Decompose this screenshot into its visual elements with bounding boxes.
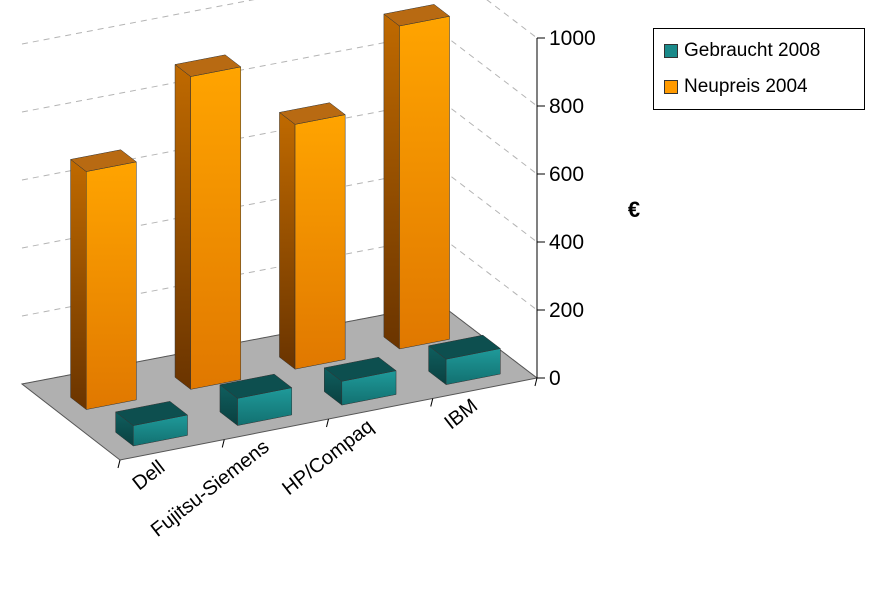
- bar-gebraucht-2008: [219, 373, 293, 427]
- bar-gebraucht-2008: [115, 401, 189, 447]
- gridline: [21, 99, 538, 181]
- bar-layer: [69, 4, 501, 447]
- y-tick-label: 1000: [549, 27, 596, 50]
- legend-item-series-2: Neupreis 2004: [664, 75, 808, 99]
- bar-neupreis-2004: [69, 149, 137, 411]
- x-tick-label: IBM: [440, 395, 482, 434]
- y-tick-label: 800: [549, 95, 584, 118]
- gridline: [21, 31, 538, 113]
- legend-item-series-1: Gebraucht 2008: [664, 39, 820, 63]
- y-tick-label: 0: [549, 367, 561, 390]
- y-tick-label: 200: [549, 299, 584, 322]
- gridline: [21, 0, 538, 45]
- x-tick-mark: [430, 398, 434, 407]
- bar-gebraucht-2008: [428, 334, 501, 386]
- x-tick-mark: [221, 439, 225, 448]
- bar-neupreis-2004: [383, 4, 451, 350]
- gridline: [21, 235, 538, 317]
- x-tick-label: Fujitsu-Siemens: [147, 436, 274, 542]
- y-tick-label: 600: [549, 163, 584, 186]
- x-tick-label: Dell: [129, 456, 170, 495]
- x-tick-mark: [117, 459, 121, 469]
- x-tick-mark: [534, 377, 538, 387]
- legend-label-series-1: Gebraucht 2008: [684, 40, 821, 61]
- chart-legend: Gebraucht 2008 Neupreis 2004: [653, 28, 865, 110]
- bar-gebraucht-2008: [323, 356, 397, 406]
- y-tick-label: 400: [549, 231, 584, 254]
- bar-neupreis-2004: [174, 54, 242, 390]
- gridline: [21, 167, 538, 249]
- y-axis-label: €: [628, 197, 640, 222]
- legend-swatch-series-1: [664, 44, 678, 58]
- bar-neupreis-2004: [278, 102, 346, 370]
- value-axis: 0 200 400 600 800 1000: [536, 27, 596, 390]
- legend-swatch-series-2: [664, 80, 678, 94]
- legend-label-series-2: Neupreis 2004: [684, 76, 808, 97]
- x-tick-label: HP/Compaq: [278, 415, 377, 499]
- x-tick-mark: [326, 418, 329, 428]
